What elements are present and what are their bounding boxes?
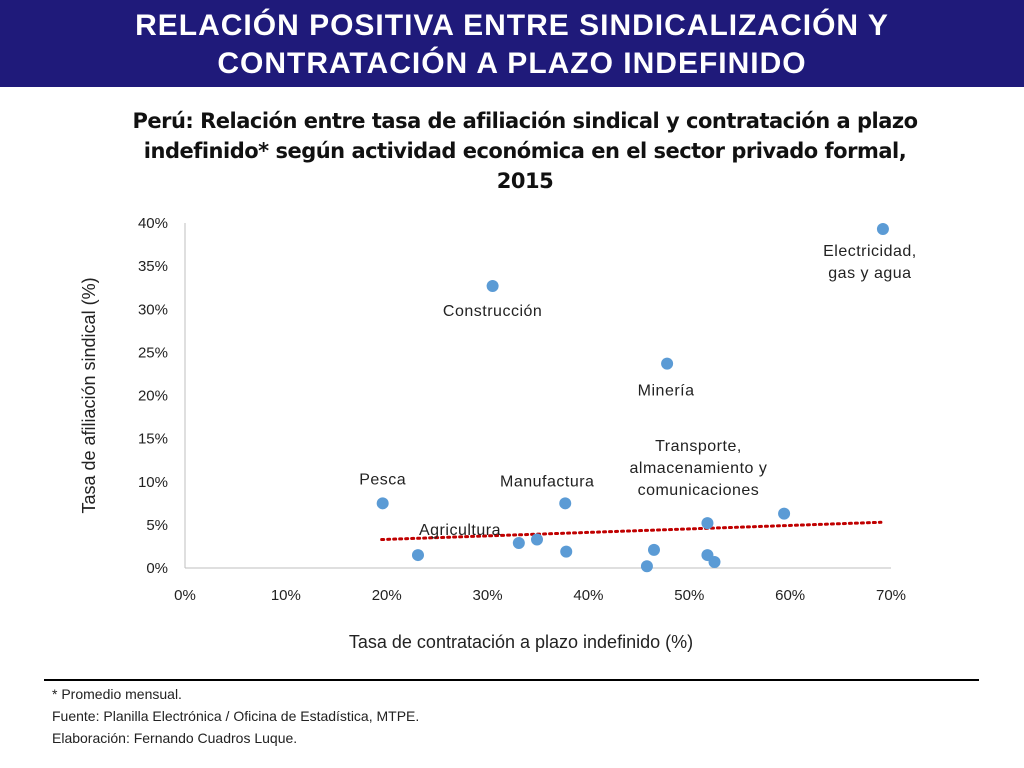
x-tick-label: 20%	[372, 587, 402, 604]
y-tick-label: 10%	[138, 474, 168, 491]
point-label: Agricultura	[419, 522, 501, 539]
x-tick-label: 50%	[674, 587, 704, 604]
data-point	[701, 517, 714, 530]
data-point	[661, 357, 674, 370]
chart-title: Perú: Relación entre tasa de afiliación …	[132, 109, 918, 193]
footer-divider	[44, 679, 979, 681]
x-axis-label: Tasa de contratación a plazo indefinido …	[349, 632, 693, 652]
y-tick-label: 35%	[138, 258, 168, 275]
x-tick-label: 70%	[876, 587, 906, 604]
data-point	[530, 533, 543, 546]
y-tick-label: 40%	[138, 215, 168, 232]
x-tick-label: 10%	[271, 587, 301, 604]
y-tick-label: 5%	[146, 517, 168, 534]
y-tick-label: 25%	[138, 344, 168, 361]
x-tick-label: 60%	[775, 587, 805, 604]
point-label: Electricidad, gas y agua	[823, 243, 917, 282]
data-point	[376, 497, 389, 510]
data-point	[647, 543, 660, 556]
point-label: Transporte, almacenamiento y comunicacione…	[630, 438, 768, 499]
author-note: Elaboración: Fernando Cuadros Luque.	[52, 730, 298, 746]
data-point	[640, 560, 653, 573]
data-point	[708, 555, 721, 568]
footnote: * Promedio mensual.	[52, 686, 182, 702]
y-tick-label: 20%	[138, 388, 168, 405]
x-tick-label: 0%	[174, 587, 196, 604]
data-point	[876, 223, 889, 236]
page-title: RELACIÓN POSITIVA ENTRE SINDICALIZACIÓN …	[135, 8, 889, 80]
footer: * Promedio mensual. Fuente: Planilla Ele…	[52, 683, 419, 749]
point-label: Construcción	[443, 303, 542, 320]
y-tick-label: 0%	[146, 560, 168, 577]
data-point	[486, 279, 499, 292]
x-tick-label: 40%	[573, 587, 603, 604]
scatter-chart: 0% 10% 20% 30% 40% 50% 60% 70% 0% 5% 10% 15% 20% 25% 3…	[79, 215, 917, 652]
point-label: Minería	[638, 383, 695, 400]
data-point	[560, 545, 573, 558]
title-banner: RELACIÓN POSITIVA ENTRE SINDICALIZACIÓN …	[0, 0, 1024, 87]
data-point	[778, 507, 791, 520]
x-tick-label: 30%	[473, 587, 503, 604]
point-label: Manufactura	[500, 473, 594, 490]
source-note: Fuente: Planilla Electrónica / Oficina d…	[52, 708, 420, 724]
y-tick-label: 15%	[138, 431, 168, 448]
data-point	[411, 549, 424, 562]
y-tick-label: 30%	[138, 301, 168, 318]
point-label: Pesca	[359, 471, 406, 488]
data-point	[512, 536, 525, 549]
data-point	[559, 497, 572, 510]
trendline	[380, 520, 883, 542]
y-axis-label: Tasa de afiliación sindical (%)	[79, 277, 99, 513]
